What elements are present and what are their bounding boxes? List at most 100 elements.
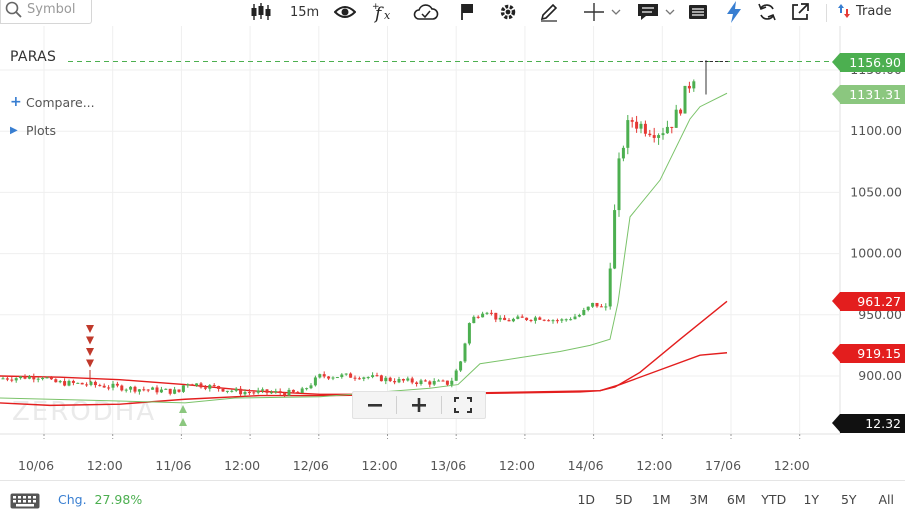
candle-body: [556, 320, 559, 321]
candle-body: [455, 371, 458, 381]
trade-button[interactable]: Trade: [838, 3, 892, 19]
time-tick-label: 14/06: [568, 458, 604, 473]
candle-body: [648, 134, 651, 135]
candle-body: [305, 388, 308, 389]
candle-body: [565, 319, 568, 320]
candle-body: [406, 378, 409, 380]
symbol-input[interactable]: Symbol: [27, 2, 75, 17]
buy-signal-marker: [179, 405, 187, 413]
candle-body: [98, 385, 101, 386]
candle-body: [327, 377, 330, 379]
flag-icon[interactable]: [457, 2, 477, 22]
range-5d[interactable]: 5D: [605, 492, 643, 507]
range-6m[interactable]: 6M: [718, 492, 756, 507]
candle-body: [666, 127, 669, 133]
candle-body: [675, 110, 678, 128]
candle-body: [134, 387, 137, 392]
ma-upper-tag: 961.27: [840, 292, 905, 311]
candle-body: [283, 393, 286, 395]
plots-link[interactable]: ▶ Plots: [10, 123, 56, 138]
candle-body: [552, 320, 555, 321]
triangle-right-icon: ▶: [10, 125, 20, 136]
interval-selector[interactable]: 15m: [290, 2, 319, 22]
candle-body: [631, 120, 634, 122]
candles-icon[interactable]: [249, 2, 273, 22]
candle-body: [653, 135, 656, 138]
candle-body: [371, 375, 374, 377]
minus-icon: [367, 397, 383, 413]
candle-body: [314, 377, 317, 385]
crosshair-icon[interactable]: [582, 2, 624, 22]
candle-body: [186, 384, 189, 385]
candle-body: [81, 383, 84, 385]
candle-body: [292, 390, 295, 392]
time-tick-label: 10/06: [18, 458, 54, 473]
buy-sell-arrows-icon: [838, 3, 850, 19]
time-tick-label: 12:00: [774, 458, 810, 473]
range-1m[interactable]: 1M: [643, 492, 681, 507]
candle-body: [37, 379, 40, 380]
candle-body: [433, 381, 436, 385]
candle-body: [6, 378, 9, 379]
candle-body: [296, 392, 299, 393]
lightning-icon[interactable]: [723, 2, 745, 22]
candle-body: [424, 380, 427, 381]
change-value: 27.98%: [95, 492, 143, 507]
popout-icon[interactable]: [789, 2, 811, 22]
candle-body: [208, 385, 211, 389]
candle-body: [490, 313, 493, 314]
symbol-search[interactable]: Symbol: [0, 0, 92, 24]
range-3m[interactable]: 3M: [680, 492, 718, 507]
candle-body: [235, 389, 238, 391]
chart-grid: [0, 26, 840, 434]
keyboard-icon[interactable]: [10, 493, 40, 509]
trade-label: Trade: [856, 4, 892, 19]
ma-lower-tag: 919.15: [840, 344, 905, 363]
candle-body: [72, 381, 75, 383]
search-icon: [5, 1, 23, 19]
candle-body: [244, 392, 247, 394]
refresh-icon[interactable]: [756, 2, 778, 22]
candle-body: [46, 377, 49, 378]
datatable-icon[interactable]: [687, 2, 709, 22]
zoom-out-button[interactable]: [353, 392, 396, 418]
range-1y[interactable]: 1Y: [793, 492, 831, 507]
candle-body: [411, 378, 414, 382]
zoom-in-button[interactable]: [397, 392, 440, 418]
candle-body: [604, 306, 607, 307]
fullscreen-button[interactable]: [442, 392, 485, 418]
candle-body: [63, 381, 66, 386]
eye-icon[interactable]: [333, 2, 357, 22]
candle-body: [85, 384, 88, 385]
range-1d[interactable]: 1D: [568, 492, 606, 507]
candle-body: [15, 378, 18, 380]
candle-body: [596, 303, 599, 306]
candle-body: [204, 387, 207, 388]
candle-body: [50, 377, 53, 379]
candle-body: [323, 374, 326, 376]
candle-body: [173, 389, 176, 393]
candle-body: [142, 389, 145, 390]
candle-body: [428, 381, 431, 384]
candle-body: [310, 385, 313, 388]
candle-body: [349, 374, 352, 378]
plus-icon: +: [10, 94, 20, 110]
comment-icon[interactable]: [636, 2, 678, 22]
range-ytd[interactable]: YTD: [755, 492, 793, 507]
candle-body: [24, 376, 27, 378]
candle-body: [362, 377, 365, 378]
price-tick-label: 1050.00: [850, 184, 902, 199]
compare-link[interactable]: + Compare...: [10, 94, 95, 110]
plots-label: Plots: [26, 123, 56, 138]
range-5y[interactable]: 5Y: [830, 492, 868, 507]
gear-icon[interactable]: [497, 2, 519, 22]
range-all[interactable]: All: [868, 492, 905, 507]
indicator-tag: 12.32: [840, 414, 905, 433]
candle-body: [160, 390, 163, 393]
cloud-icon[interactable]: [413, 2, 439, 22]
candle-body: [112, 384, 115, 388]
candle-body: [402, 379, 405, 381]
pencil-icon[interactable]: [538, 2, 560, 22]
